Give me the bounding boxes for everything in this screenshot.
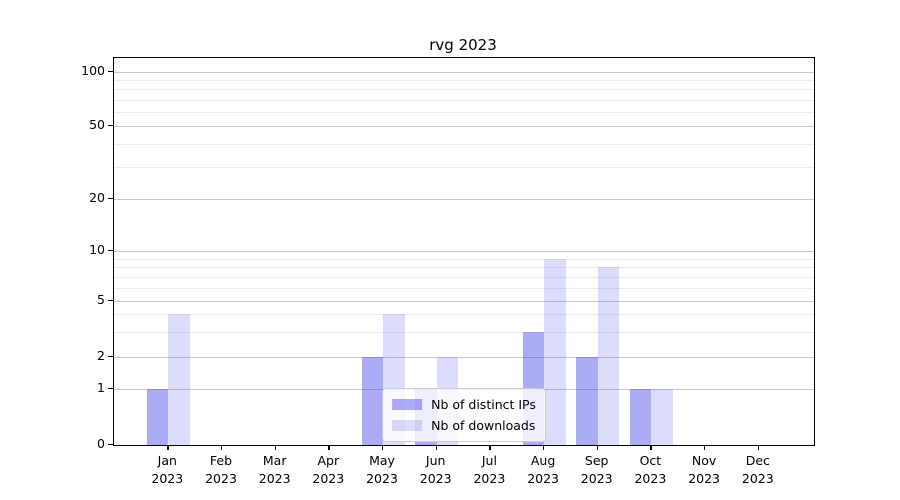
bar-downloads-aug — [544, 258, 566, 445]
bar-distinct-ips-sep — [576, 357, 598, 445]
y-tick-mark — [108, 444, 113, 446]
y-tick-label: 2 — [97, 348, 105, 363]
legend-entry-downloads: Nb of downloads — [392, 415, 536, 436]
x-tick-year: 2023 — [151, 471, 184, 486]
y-tick-label: 100 — [81, 62, 105, 78]
x-tick-mark — [328, 445, 330, 450]
y-tick-mark — [108, 125, 113, 127]
major-gridline — [114, 71, 814, 73]
legend-swatch-distinct-ips — [392, 399, 423, 410]
x-tick-mark — [757, 445, 760, 450]
minor-gridline — [114, 143, 814, 145]
y-tick-label: 0 — [97, 436, 105, 451]
x-tick-label-dec: Dec 2023 — [726, 452, 790, 488]
minor-gridline — [114, 287, 814, 289]
minor-gridline — [114, 80, 814, 81]
chart-title: rvg 2023 — [429, 36, 497, 54]
x-tick-label-feb: Feb 2023 — [189, 452, 253, 488]
bar-distinct-ips-may — [361, 357, 383, 445]
x-tick-label-jul: Jul 2023 — [457, 452, 521, 488]
x-tick-year: 2023 — [419, 471, 452, 486]
x-tick-year: 2023 — [580, 471, 613, 486]
major-gridline — [114, 199, 814, 200]
x-tick-year: 2023 — [741, 471, 774, 486]
y-tick-label: 1 — [97, 380, 105, 395]
plot-area: Nb of distinct IPs Nb of downloads — [113, 57, 815, 446]
x-tick-year: 2023 — [366, 471, 398, 486]
minor-gridline — [114, 258, 814, 260]
x-tick-year: 2023 — [205, 471, 237, 486]
minor-gridline — [114, 276, 814, 278]
minor-gridline — [114, 99, 814, 101]
x-tick-mark — [650, 445, 652, 450]
y-tick-mark — [108, 356, 113, 358]
legend-swatch-downloads — [392, 420, 423, 431]
x-tick-mark — [543, 445, 545, 450]
x-tick-label-nov: Nov 2023 — [672, 452, 736, 488]
x-tick-year: 2023 — [634, 471, 667, 486]
y-tick-label: 5 — [97, 291, 105, 307]
minor-gridline — [114, 89, 814, 91]
x-tick-mark — [221, 445, 223, 450]
x-tick-label-jun: Jun 2023 — [404, 452, 468, 488]
x-tick-year: 2023 — [258, 471, 291, 486]
x-tick-label-oct: Oct 2023 — [618, 452, 682, 488]
minor-gridline — [114, 111, 814, 113]
bar-downloads-jan — [168, 314, 190, 445]
bar-downloads-sep — [597, 266, 620, 445]
major-gridline — [114, 126, 814, 127]
bar-layer — [114, 58, 814, 445]
x-tick-year: 2023 — [473, 471, 506, 486]
y-tick-mark — [108, 198, 113, 200]
minor-gridline — [114, 314, 814, 316]
minor-gridline — [114, 332, 814, 333]
x-tick-mark — [489, 445, 491, 450]
major-gridline — [114, 357, 814, 358]
x-tick-mark — [435, 445, 437, 450]
major-gridline — [114, 300, 814, 302]
y-tick-label: 50 — [89, 117, 105, 132]
y-tick-mark — [108, 299, 113, 301]
bar-distinct-ips-jan — [146, 389, 169, 445]
y-tick-label: 20 — [89, 190, 105, 205]
bar-distinct-ips-oct — [629, 389, 652, 445]
legend-label-downloads: Nb of downloads — [431, 418, 536, 433]
y-tick-mark — [108, 250, 113, 252]
major-gridline — [114, 251, 814, 252]
x-tick-label-may: May 2023 — [350, 452, 414, 488]
x-tick-label-aug: Aug 2023 — [511, 452, 575, 488]
minor-gridline — [114, 266, 814, 268]
x-tick-mark — [596, 445, 598, 450]
legend-entry-distinct-ips: Nb of distinct IPs — [392, 394, 536, 415]
bar-downloads-oct — [651, 389, 673, 445]
x-tick-mark — [704, 445, 706, 450]
x-tick-mark — [274, 445, 276, 450]
x-tick-label-sep: Sep 2023 — [565, 452, 629, 488]
x-tick-mark — [167, 445, 169, 450]
y-tick-mark — [108, 388, 113, 390]
x-tick-label-jan: Jan 2023 — [135, 452, 199, 488]
x-tick-label-mar: Mar 2023 — [243, 452, 307, 488]
y-tick-mark — [108, 70, 113, 72]
y-tick-label: 10 — [89, 242, 105, 257]
x-tick-year: 2023 — [688, 471, 720, 486]
x-tick-mark — [382, 445, 384, 450]
x-tick-year: 2023 — [527, 471, 559, 486]
minor-gridline — [114, 166, 814, 168]
legend: Nb of distinct IPs Nb of downloads — [382, 388, 546, 442]
x-tick-label-apr: Apr 2023 — [296, 452, 360, 488]
legend-label-distinct-ips: Nb of distinct IPs — [431, 397, 536, 412]
x-tick-year: 2023 — [312, 471, 345, 486]
